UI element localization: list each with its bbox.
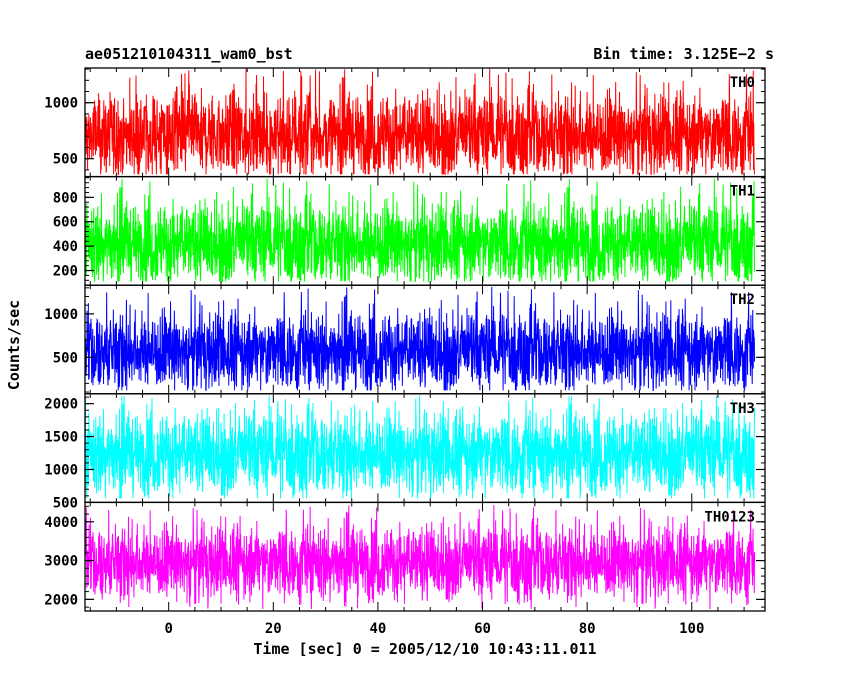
panel-label: TH3 [730, 401, 755, 417]
x-axis-title: Time [sec] 0 = 2005/12/10 10:43:11.011 [253, 640, 596, 658]
panel-label: TH0123 [704, 509, 755, 525]
panel-frame [84, 501, 766, 612]
x-tick-label: 100 [679, 621, 704, 637]
panel-th2: 500 1000 TH2 [44, 284, 766, 395]
y-tick-label: 4000 [44, 515, 78, 531]
y-axis-title: Counts/sec [5, 300, 23, 390]
panel-th0: 500 1000 TH0 [44, 67, 766, 178]
y-tick-label: 600 [53, 215, 78, 231]
y-tick-label: 2000 [44, 397, 78, 413]
y-tick-label: 1000 [44, 462, 78, 478]
series-line-th0123 [85, 504, 756, 610]
y-tick-label: 500 [53, 152, 78, 168]
series-line-th0 [85, 68, 756, 175]
y-tick-label: 1000 [44, 307, 78, 323]
y-tick-label: 500 [53, 350, 78, 366]
panel-th0123: 2000 3000 4000 TH0123 [44, 501, 766, 612]
y-tick-label: 1500 [44, 430, 78, 446]
y-tick-label: 1000 [44, 96, 78, 112]
y-tick-label: 2000 [44, 592, 78, 608]
series-line-th1 [85, 178, 756, 283]
y-tick-label: 400 [53, 239, 78, 255]
panel-label: TH0 [730, 75, 755, 91]
x-tick-label: 60 [474, 621, 491, 637]
panel-label: TH2 [730, 292, 755, 308]
y-tick-label: 200 [53, 264, 78, 280]
x-tick-label: 80 [579, 621, 596, 637]
panel-th3: 500 1000 1500 2000 TH3 [44, 393, 766, 511]
x-tick-label: 40 [369, 621, 386, 637]
bin-time-label: Bin time: 3.125E−2 s [593, 45, 774, 63]
x-tick-label: 20 [265, 621, 282, 637]
panel-th1: 200 400 600 800 TH1 [53, 175, 766, 286]
y-tick-label: 3000 [44, 554, 78, 570]
chart-title: ae051210104311_wam0_bst [85, 45, 293, 63]
x-tick-label: 0 [164, 621, 172, 637]
y-tick-label: 800 [53, 190, 78, 206]
y-tick-label: 500 [53, 495, 78, 511]
series-line-th3 [85, 395, 756, 499]
panel-label: TH1 [730, 184, 755, 200]
series-line-th2 [85, 286, 756, 391]
